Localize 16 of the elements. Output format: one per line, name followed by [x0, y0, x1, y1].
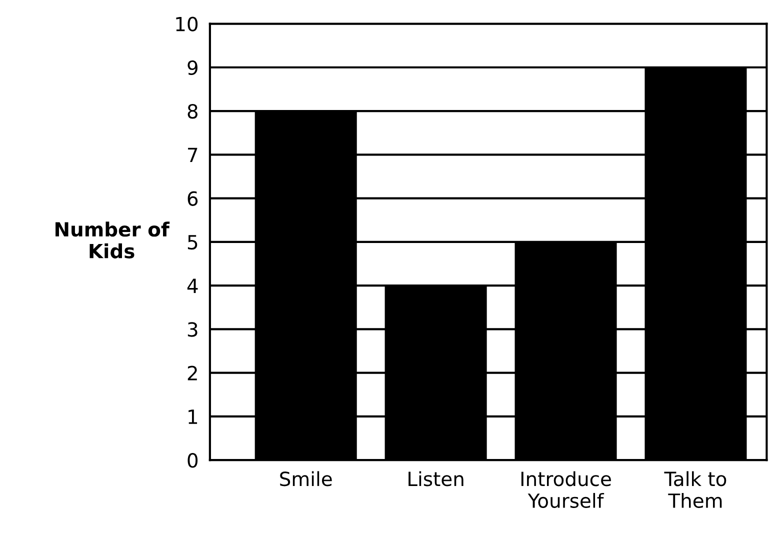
- y-tick-label: 9: [188, 60, 198, 76]
- x-tick-label: Smile: [280, 471, 332, 486]
- y-tick-label: 4: [187, 278, 198, 293]
- y-tick-label: 7: [188, 148, 198, 162]
- x-tick-label: Listen: [408, 471, 464, 486]
- y-tick-label: 0: [188, 453, 198, 468]
- y-tick-label: 5: [188, 235, 198, 250]
- x-tick-label: Talk to Them: [664, 471, 726, 508]
- y-tick-label: 3: [188, 322, 198, 337]
- y-tick-label: 1: [188, 410, 198, 424]
- y-tick-label: 10: [176, 16, 198, 32]
- y-axis-title: Number of Kids: [56, 222, 170, 258]
- y-tick-label: 8: [188, 104, 198, 119]
- y-tick-label: 6: [188, 191, 198, 206]
- y-tick-label: 2: [188, 366, 197, 380]
- x-tick-label: Introduce Yourself: [521, 471, 611, 508]
